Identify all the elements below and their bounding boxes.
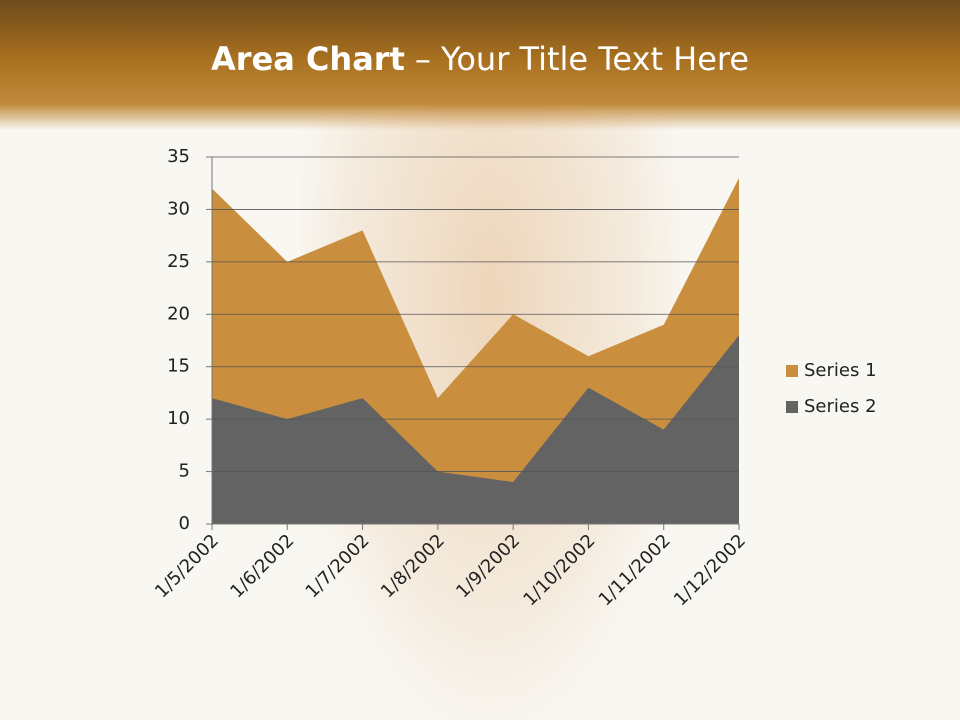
y-tick-label: 5: [179, 461, 190, 482]
area: [212, 335, 739, 524]
y-tick-label: 35: [167, 146, 190, 167]
y-tick-label: 20: [167, 303, 190, 324]
y-tick-label: 15: [167, 356, 190, 377]
x-tick-label: 1/11/2002: [595, 530, 675, 610]
x-tick-label: 1/6/2002: [226, 530, 298, 602]
legend-swatch: [786, 401, 798, 413]
x-tick-label: 1/10/2002: [519, 530, 599, 610]
title-bold: Area Chart: [210, 40, 405, 78]
title-rest: – Your Title Text Here: [414, 40, 750, 78]
legend-label: Series 1: [804, 360, 877, 381]
legend-label: Series 2: [804, 396, 877, 417]
header-band: [0, 0, 960, 130]
y-tick-label: 25: [167, 251, 190, 272]
y-tick-label: 10: [167, 408, 190, 429]
x-tick-label: 1/9/2002: [452, 530, 524, 602]
y-tick-label: 30: [167, 198, 190, 219]
x-tick-label: 1/7/2002: [302, 530, 374, 602]
x-tick-label: 1/5/2002: [151, 530, 223, 602]
chart-title: Area Chart – Your Title Text Here: [0, 40, 960, 78]
x-tick-label: 1/12/2002: [670, 530, 750, 610]
y-tick-label: 0: [179, 513, 190, 534]
x-tick-label: 1/8/2002: [377, 530, 449, 602]
legend-swatch: [786, 365, 798, 377]
